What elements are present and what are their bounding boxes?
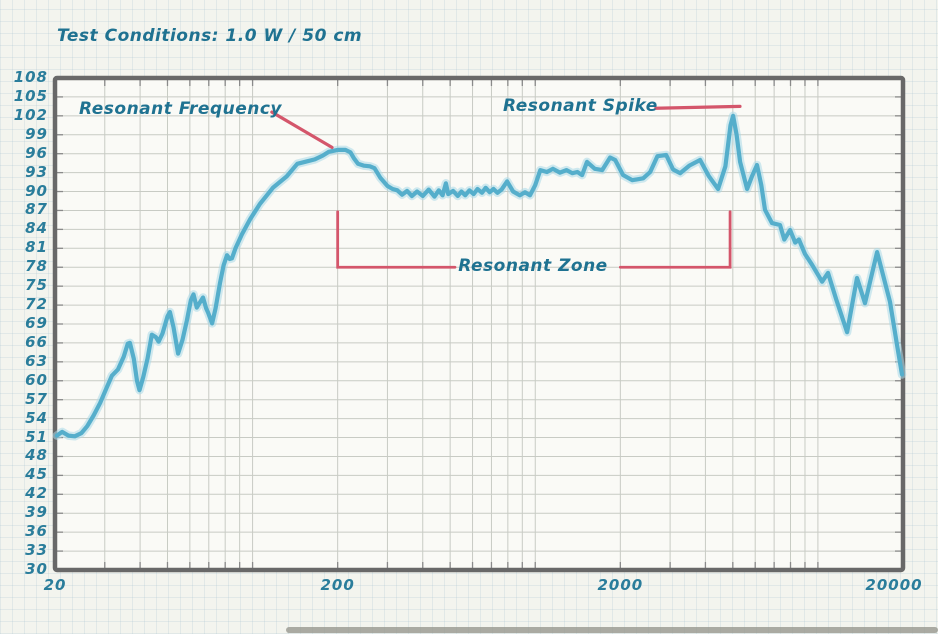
y-tick-label: 81 bbox=[25, 238, 48, 257]
y-tick-label: 99 bbox=[25, 124, 48, 143]
bottom-divider-line bbox=[286, 627, 938, 633]
response-curve bbox=[54, 113, 905, 439]
y-tick-label: 78 bbox=[25, 257, 48, 276]
y-tick-label: 72 bbox=[25, 295, 48, 314]
chart-title: Test Conditions: 1.0 W / 50 cm bbox=[57, 26, 363, 46]
y-tick-label: 45 bbox=[25, 465, 48, 484]
y-tick-label: 42 bbox=[25, 484, 48, 503]
y-tick-label: 66 bbox=[25, 332, 48, 351]
y-tick-label: 48 bbox=[25, 446, 48, 465]
y-tick-label: 75 bbox=[25, 276, 48, 295]
x-tick-label: 20000 bbox=[865, 576, 923, 594]
y-tick-label: 84 bbox=[25, 219, 48, 238]
y-tick-label: 60 bbox=[25, 370, 48, 389]
annotation-resonant-spike: Resonant Spike bbox=[503, 96, 658, 116]
x-tick-label: 20 bbox=[43, 576, 67, 594]
y-tick-label: 108 bbox=[13, 68, 48, 86]
y-tick-label: 51 bbox=[25, 427, 48, 446]
annotation-leader-line-resonant-frequency bbox=[270, 110, 334, 149]
y-tick-label: 36 bbox=[25, 522, 48, 541]
annotation-resonant-frequency: Resonant Frequency bbox=[79, 99, 283, 119]
y-tick-label: 105 bbox=[13, 86, 48, 105]
annotation-bracket-right-resonant-zone bbox=[618, 210, 732, 269]
x-tick-label: 200 bbox=[320, 576, 355, 594]
y-tick-label: 57 bbox=[25, 389, 48, 408]
y-tick-label: 33 bbox=[25, 541, 48, 560]
annotation-resonant-zone: Resonant Zone bbox=[458, 256, 608, 276]
y-tick-label: 30 bbox=[25, 560, 48, 578]
y-tick-label: 63 bbox=[25, 351, 48, 370]
response-curve-halo bbox=[52, 111, 907, 441]
annotation-bracket-left-resonant-zone bbox=[336, 210, 457, 269]
x-tick-label: 2000 bbox=[597, 576, 644, 594]
y-tick-label: 93 bbox=[25, 162, 48, 181]
y-tick-label: 90 bbox=[25, 181, 48, 200]
y-tick-label: 96 bbox=[25, 143, 48, 162]
y-tick-label: 39 bbox=[25, 503, 48, 522]
annotation-leader-line-resonant-spike bbox=[654, 104, 742, 110]
plot-frame bbox=[52, 75, 906, 573]
y-tick-label: 69 bbox=[25, 314, 48, 332]
y-tick-label: 87 bbox=[25, 200, 48, 219]
y-tick-label: 102 bbox=[13, 105, 48, 124]
y-tick-label: 54 bbox=[25, 408, 48, 427]
